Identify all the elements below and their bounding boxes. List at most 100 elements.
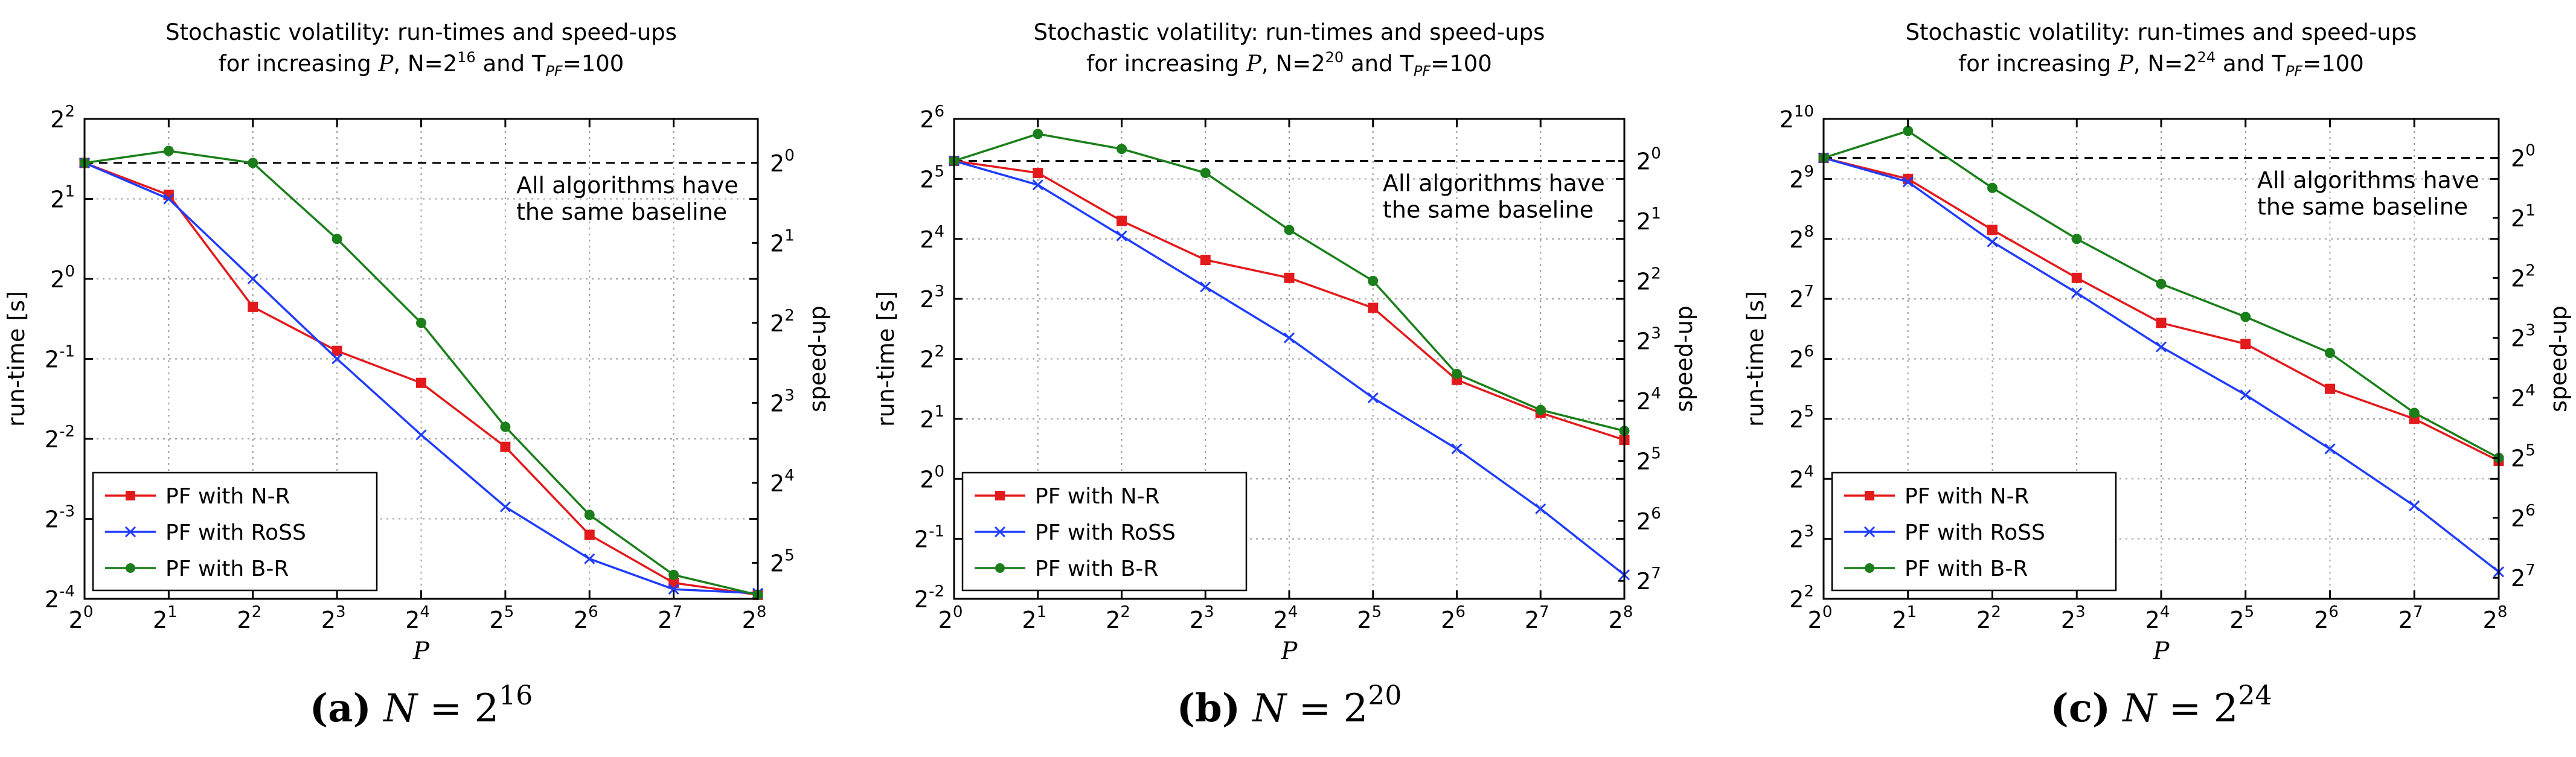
data-point bbox=[2325, 348, 2335, 359]
data-point bbox=[1368, 302, 1379, 313]
legend-entry: PF with RoSS bbox=[975, 520, 1176, 545]
y-tick-label: 25 bbox=[1789, 403, 1814, 433]
legend-label: PF with RoSS bbox=[1905, 520, 2045, 545]
data-point bbox=[584, 509, 595, 520]
legend: PF with N-R PF with RoSS PF with B-R bbox=[92, 471, 378, 592]
data-point bbox=[499, 501, 511, 513]
data-point bbox=[2240, 311, 2251, 322]
legend-marker bbox=[1865, 491, 1874, 500]
legend-marker bbox=[126, 491, 135, 500]
y-tick-label: 2-4 bbox=[45, 583, 75, 613]
y2-tick-label: 27 bbox=[2511, 561, 2536, 592]
data-point bbox=[248, 158, 258, 168]
chart-title-line2: for increasing P, N=224 and TPF=100 bbox=[1958, 49, 2364, 80]
data-point bbox=[415, 429, 427, 441]
data-point bbox=[332, 345, 342, 356]
y2-tick-label: 27 bbox=[1636, 564, 1661, 595]
series-pf-with-ross bbox=[948, 155, 1630, 581]
x-tick-label: 21 bbox=[1892, 603, 1917, 633]
y2-tick-label: 26 bbox=[2511, 502, 2536, 532]
chart-title-line1: Stochastic volatility: run-times and spe… bbox=[1034, 19, 1545, 45]
y-tick-label: 20 bbox=[920, 462, 944, 493]
y-tick-label: 21 bbox=[920, 403, 944, 433]
data-point bbox=[1033, 129, 1043, 139]
y-tick-label: 26 bbox=[1789, 343, 1814, 373]
data-point bbox=[2071, 287, 2083, 299]
series-pf-with-b-r bbox=[79, 145, 763, 600]
x-axis-label: P bbox=[2153, 637, 2170, 665]
y2-tick-label: 20 bbox=[1636, 145, 1661, 175]
chart-title-line1: Stochastic volatility: run-times and spe… bbox=[1906, 19, 2417, 45]
data-point bbox=[163, 193, 175, 205]
y-tick-label: 2-3 bbox=[45, 503, 75, 533]
y2-tick-label: 24 bbox=[1636, 385, 1661, 415]
legend-marker bbox=[1865, 563, 1874, 573]
x-tick-label: 23 bbox=[2061, 603, 2086, 633]
y2-tick-label: 21 bbox=[1636, 205, 1661, 235]
chart-panel-2: 2-2 2-1 20 21 22 23 24 25 26 20 21 22 23 24 25 26 27 20 21… bbox=[873, 19, 1697, 731]
data-point bbox=[1200, 281, 1211, 293]
x-tick-label: 26 bbox=[2314, 603, 2339, 633]
data-point bbox=[1032, 179, 1043, 191]
x-tick-label: 25 bbox=[1357, 603, 1382, 633]
legend-entry: PF with N-R bbox=[975, 484, 1160, 509]
x-tick-label: 28 bbox=[1609, 603, 1633, 633]
data-point bbox=[1987, 225, 1998, 235]
y2-tick-label: 24 bbox=[2511, 382, 2536, 412]
data-point bbox=[1117, 144, 1127, 155]
data-point bbox=[2409, 500, 2420, 512]
data-point bbox=[1987, 236, 1998, 248]
x-tick-label: 23 bbox=[321, 603, 346, 633]
data-point bbox=[1283, 332, 1295, 343]
x-tick-label: 25 bbox=[490, 603, 514, 633]
data-point bbox=[1117, 216, 1127, 226]
annotation-line1: All algorithms have bbox=[516, 172, 739, 199]
data-point bbox=[1987, 182, 1998, 193]
series-pf-with-ross bbox=[78, 157, 764, 599]
data-point bbox=[2240, 339, 2251, 350]
data-point bbox=[584, 553, 595, 564]
y-tick-label: 2-1 bbox=[914, 523, 944, 553]
data-point bbox=[500, 441, 511, 452]
y2-tick-label: 20 bbox=[2511, 142, 2536, 172]
annotation-line2: the same baseline bbox=[2257, 194, 2468, 220]
legend-marker bbox=[124, 526, 136, 538]
legend-entry: PF with RoSS bbox=[105, 520, 306, 545]
x-tick-label: 20 bbox=[938, 603, 963, 633]
y-tick-label: 23 bbox=[1789, 523, 1814, 553]
data-point bbox=[2240, 389, 2251, 401]
data-point bbox=[2156, 318, 2167, 328]
x-tick-label: 24 bbox=[405, 603, 430, 633]
data-point bbox=[2156, 278, 2167, 289]
data-point bbox=[248, 301, 258, 312]
y-tick-label: 22 bbox=[1789, 583, 1814, 613]
data-point bbox=[1451, 443, 1463, 455]
legend-marker bbox=[995, 491, 1005, 500]
legend-entry: PF with B-R bbox=[105, 557, 289, 581]
x-tick-label: 21 bbox=[153, 603, 178, 633]
legend-entry: PF with N-R bbox=[1844, 484, 2030, 509]
legend-label: PF with B-R bbox=[165, 557, 289, 581]
y-tick-label: 2-2 bbox=[45, 423, 75, 453]
data-point bbox=[1452, 368, 1462, 379]
y-tick-label: 210 bbox=[1780, 103, 1814, 133]
legend-label: PF with N-R bbox=[1035, 484, 1160, 509]
y-tick-label: 24 bbox=[920, 223, 944, 253]
y-tick-label: 29 bbox=[1789, 162, 1814, 193]
legend-entry: PF with B-R bbox=[975, 557, 1158, 581]
chart-title-line1: Stochastic volatility: run-times and spe… bbox=[165, 19, 677, 45]
x-tick-label: 23 bbox=[1190, 603, 1214, 633]
y2-axis-label: speed-up bbox=[1671, 305, 1697, 412]
data-point bbox=[2324, 443, 2336, 455]
data-point bbox=[1033, 167, 1043, 178]
data-point bbox=[2071, 272, 2082, 283]
y2-tick-label: 23 bbox=[1636, 325, 1661, 355]
panel-caption: (b) N = 220 bbox=[1177, 680, 1402, 731]
x-tick-label: 26 bbox=[574, 603, 598, 633]
x-tick-label: 22 bbox=[237, 603, 261, 633]
x-axis-label: P bbox=[1281, 637, 1298, 665]
series-pf-with-b-r bbox=[949, 129, 1630, 436]
chart-panel-1: 2-4 2-3 2-2 2-1 20 21 22 20 21 22 23 24 25 20 21 22 23 24… bbox=[3, 19, 831, 731]
